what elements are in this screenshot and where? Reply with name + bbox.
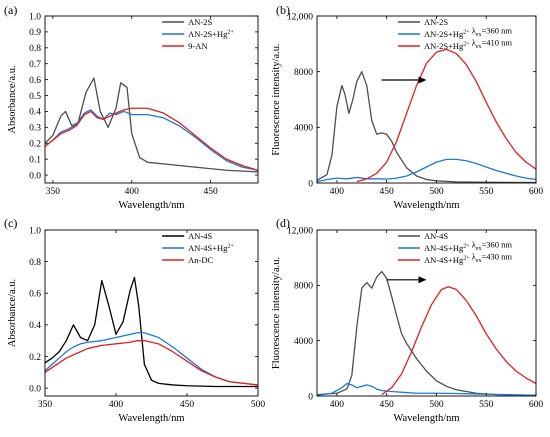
plot-frame-a	[44, 15, 259, 184]
x-tick-label: 550	[479, 400, 494, 410]
panel-label: (a)	[4, 3, 17, 17]
series-line-a-0	[45, 77, 258, 173]
y-tick-label: 0.2	[29, 140, 41, 150]
legend-entry: AN-2S	[188, 17, 212, 27]
series-line-d-0	[317, 270, 536, 396]
legend-entry: An-DC	[188, 255, 213, 265]
x-axis-label: Wavelength/nm	[393, 413, 459, 424]
panel-c: 350 400 450 500 0.0 0.2 0.4 0.6 0.8 1.0 Wavelength…	[4, 216, 265, 424]
x-tick-label: 450	[380, 400, 395, 410]
y-tick-label: 0.5	[29, 92, 41, 102]
panel-b: 400 450 500 550 600 0 4000 8000 12,000 Wavelength…	[271, 3, 543, 211]
x-axis-label: Wavelength/nm	[118, 200, 184, 211]
panel-d: 400 450 500 550 600 0 4000 8000 12,000 Wavelength…	[271, 216, 543, 424]
panel-label: (c)	[4, 216, 17, 230]
y-tick-label: 0.4	[29, 321, 41, 331]
panel-label: (d)	[276, 216, 290, 230]
series-line-d-2	[381, 286, 536, 396]
y-tick-label: 0.9	[29, 28, 41, 38]
x-tick-label: 600	[529, 187, 544, 197]
y-tick-label: 0.1	[29, 155, 41, 165]
x-axis-label: Wavelength/nm	[118, 413, 184, 424]
y-tick-label: 1.0	[29, 12, 41, 22]
plot-frame-c	[44, 229, 259, 397]
y-tick-label: 0.2	[29, 353, 41, 363]
plot-frame-d	[316, 229, 537, 397]
x-tick-label: 450	[180, 400, 195, 410]
y-tick-label: 0.0	[29, 171, 41, 181]
x-tick-label: 600	[529, 400, 544, 410]
y-tick-label: 0.3	[29, 124, 41, 134]
y-tick-label: 12,000	[287, 226, 313, 236]
legend-entry: AN-4S+Hg2+ λex=360 nm	[424, 240, 512, 254]
y-tick-label: 0.8	[29, 44, 41, 54]
legend-entry: AN-4S	[188, 231, 212, 241]
x-tick-label: 400	[109, 400, 124, 410]
x-tick-label: 350	[38, 400, 53, 410]
y-axis-label: Fluorescence intensity/a.u.	[271, 43, 282, 155]
shift-arrow-icon	[418, 76, 427, 84]
y-tick-label: 0.0	[29, 384, 41, 394]
series-line-c-2	[45, 340, 258, 386]
y-tick-label: 12,000	[287, 12, 313, 22]
series-line-c-1	[45, 332, 258, 386]
y-tick-label: 0.6	[29, 290, 41, 300]
y-tick-label: 4000	[294, 124, 313, 134]
x-axis-label: Wavelength/nm	[393, 200, 459, 211]
legend-entry: AN-2S+Hg2+ λex=360 nm	[424, 26, 512, 40]
plot-frame-b	[316, 15, 537, 184]
y-tick-label: 0.7	[29, 60, 41, 70]
y-axis-label: Fluorescence intensity/a.u.	[271, 257, 282, 369]
series-line-b-1	[317, 158, 536, 183]
y-tick-label: 0	[308, 392, 313, 402]
x-tick-label: 500	[429, 400, 444, 410]
y-tick-label: 0	[308, 179, 313, 189]
legend-entry: AN-4S	[424, 231, 448, 241]
y-axis-label: Absorbance/a.u.	[7, 279, 18, 347]
x-tick-label: 500	[251, 400, 266, 410]
series-line-d-1	[317, 382, 536, 396]
x-tick-label: 400	[330, 400, 345, 410]
legend-entry: AN-4S+Hg2+	[188, 243, 234, 253]
y-tick-label: 0.4	[29, 108, 41, 118]
legend-entry: AN-2S+Hg2+	[188, 29, 234, 39]
x-tick-label: 500	[429, 187, 444, 197]
panel-a: 350 400 450 0.0 0.1 0.2 0.3 0.4 0.5 0.6 0.7 0.8 0.9 1…	[4, 3, 259, 211]
legend-entry: AN-2S+Hg2+ λex=410 nm	[424, 38, 512, 52]
y-tick-label: 0.6	[29, 76, 41, 86]
series-line-c-0	[45, 276, 258, 388]
y-tick-label: 1.0	[29, 226, 41, 236]
series-line-a-1	[45, 109, 258, 171]
panel-label: (b)	[276, 3, 290, 17]
legend-entry: AN-4S+Hg2+ λex=430 nm	[424, 252, 512, 266]
x-tick-label: 400	[125, 187, 140, 197]
series-line-b-0	[317, 71, 536, 183]
x-tick-label: 450	[380, 187, 395, 197]
shift-arrow-icon	[418, 276, 427, 284]
x-tick-label: 400	[330, 187, 345, 197]
x-tick-label: 350	[46, 187, 61, 197]
y-tick-label: 0.8	[29, 258, 41, 268]
x-tick-label: 550	[479, 187, 494, 197]
y-axis-label: Absorbance/a.u.	[7, 65, 18, 133]
y-tick-label: 8000	[294, 282, 313, 292]
x-tick-label: 450	[204, 187, 219, 197]
y-tick-label: 4000	[294, 337, 313, 347]
legend-entry: AN-2S	[424, 17, 448, 27]
series-line-a-2	[45, 107, 258, 171]
series-line-b-2	[356, 48, 536, 183]
legend-entry: 9-AN	[188, 41, 207, 51]
y-tick-label: 8000	[294, 68, 313, 78]
